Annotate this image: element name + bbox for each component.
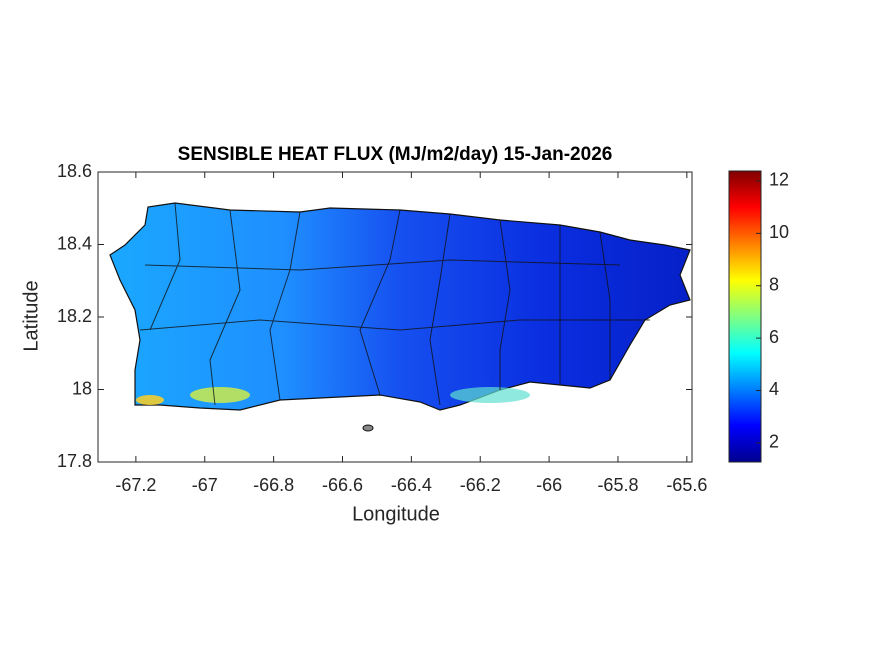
colorbar-tick-label: 12 bbox=[769, 170, 789, 190]
colorbar-tick-label: 6 bbox=[769, 327, 779, 347]
x-axis-label: Longitude bbox=[352, 503, 440, 525]
chart-title: SENSIBLE HEAT FLUX (MJ/m2/day) 15-Jan-20… bbox=[178, 144, 613, 165]
y-axis-label: Latitude bbox=[20, 280, 42, 351]
land-shape bbox=[109, 202, 691, 411]
x-tick-label: -67 bbox=[192, 475, 218, 495]
colorbar-tick-label: 8 bbox=[769, 274, 779, 294]
x-tick-label: -67.2 bbox=[115, 475, 156, 495]
x-tick-label: -66 bbox=[536, 475, 562, 495]
y-tick-label: 18 bbox=[72, 378, 92, 398]
colorbar-tick-label: 2 bbox=[769, 432, 779, 452]
x-tick-label: -65.8 bbox=[597, 475, 638, 495]
hot-patch bbox=[190, 387, 250, 403]
y-tick-label: 18.6 bbox=[57, 161, 92, 181]
x-tick-label: -66.8 bbox=[253, 475, 294, 495]
colorbar bbox=[728, 170, 762, 463]
x-tick-label: -66.4 bbox=[391, 475, 432, 495]
y-tick-label: 18.4 bbox=[57, 233, 92, 253]
colorbar-tick-label: 10 bbox=[769, 222, 789, 242]
colorbar-tick-label: 4 bbox=[769, 379, 779, 399]
x-tick-label: -66.2 bbox=[460, 475, 501, 495]
y-tick-label: 17.8 bbox=[57, 451, 92, 471]
island bbox=[109, 202, 691, 432]
x-tick-label: -65.6 bbox=[666, 475, 707, 495]
x-tick-label: -66.6 bbox=[322, 475, 363, 495]
boundaries bbox=[139, 202, 650, 406]
islet bbox=[362, 424, 374, 432]
y-tick-label: 18.2 bbox=[57, 306, 92, 326]
hot-patch bbox=[136, 395, 164, 405]
warm-patch bbox=[450, 387, 530, 403]
